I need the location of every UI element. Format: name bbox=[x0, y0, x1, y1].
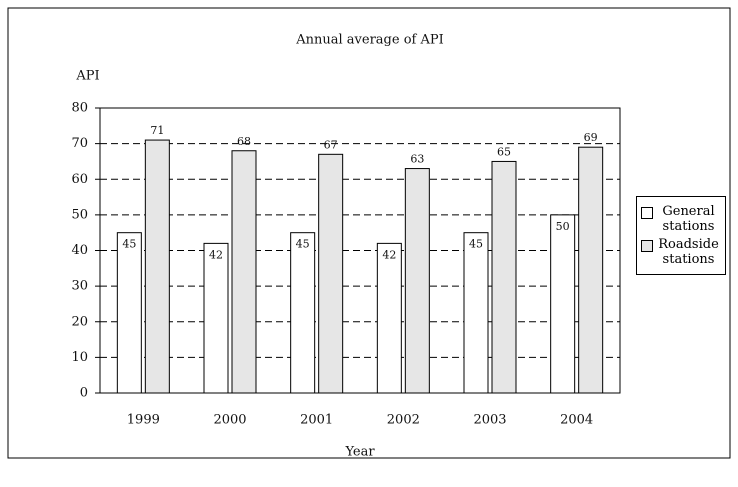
bar bbox=[116, 232, 142, 394]
x-tick-label: 2001 bbox=[300, 413, 333, 428]
y-tick-label: 10 bbox=[71, 350, 88, 365]
y-tick-label: 60 bbox=[71, 172, 88, 187]
y-axis-label: API bbox=[75, 69, 99, 84]
frame bbox=[7, 7, 731, 459]
legend-entry: Roadside stations bbox=[641, 237, 721, 267]
plot-area bbox=[99, 107, 621, 394]
bar bbox=[318, 153, 344, 394]
legend-label: General stations bbox=[662, 204, 715, 234]
data-label: 65 bbox=[497, 145, 511, 158]
data-label: 42 bbox=[382, 248, 396, 261]
y-tick-label: 30 bbox=[71, 279, 88, 294]
y-tick-label: 0 bbox=[80, 386, 88, 401]
legend-entry: General stations bbox=[641, 204, 721, 234]
data-label: 68 bbox=[237, 135, 251, 148]
legend-label: Roadside stations bbox=[658, 237, 719, 267]
bar bbox=[376, 242, 402, 394]
bar bbox=[491, 160, 517, 394]
bar bbox=[290, 232, 316, 394]
bar bbox=[550, 214, 576, 394]
data-label: 71 bbox=[150, 124, 164, 137]
bar bbox=[203, 242, 229, 394]
y-tick-label: 40 bbox=[71, 243, 88, 258]
legend-swatch bbox=[641, 240, 653, 252]
legend-swatch bbox=[641, 207, 653, 219]
x-tick-label: 2000 bbox=[213, 413, 246, 428]
y-tick-label: 20 bbox=[71, 314, 88, 329]
x-tick-label: 2004 bbox=[560, 413, 593, 428]
bar bbox=[404, 168, 430, 394]
x-tick-label: 2002 bbox=[387, 413, 420, 428]
data-label: 42 bbox=[209, 248, 223, 261]
chart-title: Annual average of API bbox=[295, 33, 444, 48]
legend: General stations Roadside stations bbox=[636, 196, 726, 275]
data-label: 63 bbox=[410, 153, 424, 166]
bar bbox=[578, 146, 604, 394]
bar bbox=[463, 232, 489, 394]
data-label: 45 bbox=[122, 238, 136, 251]
x-axis-label: Year bbox=[344, 445, 375, 460]
bar bbox=[231, 150, 257, 394]
y-tick-label: 70 bbox=[71, 136, 88, 151]
data-label: 45 bbox=[296, 238, 310, 251]
y-tick-label: 50 bbox=[71, 207, 88, 222]
x-tick-label: 1999 bbox=[127, 413, 160, 428]
bar bbox=[144, 139, 170, 394]
y-tick-label: 80 bbox=[71, 101, 88, 116]
data-label: 50 bbox=[556, 220, 570, 233]
data-label: 67 bbox=[324, 138, 338, 151]
x-tick-label: 2003 bbox=[473, 413, 506, 428]
data-label: 45 bbox=[469, 238, 483, 251]
data-label: 69 bbox=[584, 131, 598, 144]
